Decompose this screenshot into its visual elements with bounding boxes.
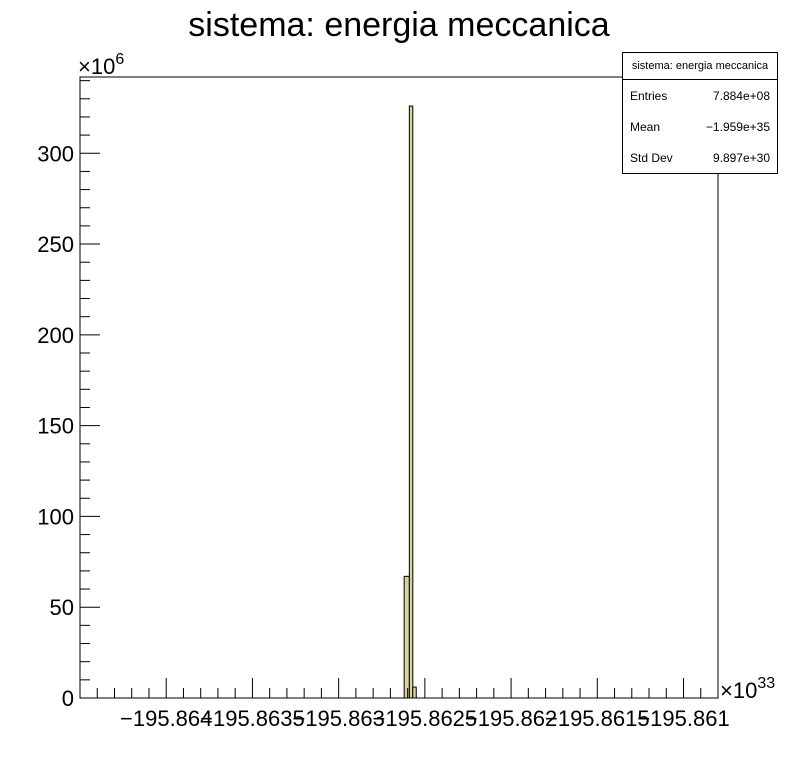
stats-value: 7.884e+08 xyxy=(712,88,770,103)
x-tick-label: −195.864 xyxy=(120,706,212,731)
x-tick-label: −195.863 xyxy=(292,706,384,731)
stats-value: 9.897e+30 xyxy=(712,150,770,165)
histogram-bar xyxy=(403,575,410,699)
histogram-bars xyxy=(403,105,417,699)
x-tick-label: −195.862 xyxy=(465,706,557,731)
stats-row-entries: Entries 7.884e+08 xyxy=(623,80,777,111)
y-axis-multiplier: ×106 xyxy=(78,51,124,79)
x-tick-label: −195.8635 xyxy=(200,706,305,731)
stats-row-std-dev: Std Dev 9.897e+30 xyxy=(623,142,777,173)
y-tick-label: 250 xyxy=(37,232,74,257)
y-tick-label: 0 xyxy=(62,686,74,711)
y-tick-label: 150 xyxy=(37,414,74,439)
stats-box-title: sistema: energia meccanica xyxy=(623,53,777,80)
statistics-box: sistema: energia meccanica Entries 7.884… xyxy=(622,52,778,174)
stats-row-mean: Mean −1.959e+35 xyxy=(623,111,777,142)
histogram-bar xyxy=(412,686,417,699)
y-tick-label: 50 xyxy=(50,595,74,620)
histogram-bar xyxy=(408,105,414,699)
x-axis: −195.864−195.8635−195.863−195.8625−195.8… xyxy=(96,678,730,731)
x-tick-label: −195.8615 xyxy=(545,706,650,731)
y-tick-label: 300 xyxy=(37,141,74,166)
y-tick-label: 100 xyxy=(37,504,74,529)
stats-label: Entries xyxy=(630,88,668,103)
chart-title: sistema: energia meccanica xyxy=(188,6,610,44)
y-tick-label: 200 xyxy=(37,323,74,348)
stats-label: Std Dev xyxy=(630,150,673,165)
y-axis: 0 50 100 150 200 250 300 xyxy=(37,80,100,711)
x-tick-label: −195.8625 xyxy=(373,706,478,731)
plot-border xyxy=(79,76,719,699)
x-axis-multiplier: ×1033 xyxy=(720,675,775,703)
x-tick-label: −195.861 xyxy=(637,706,729,731)
plot-frame xyxy=(79,76,719,699)
stats-label: Mean xyxy=(630,119,661,134)
stats-value: −1.959e+35 xyxy=(705,119,770,134)
